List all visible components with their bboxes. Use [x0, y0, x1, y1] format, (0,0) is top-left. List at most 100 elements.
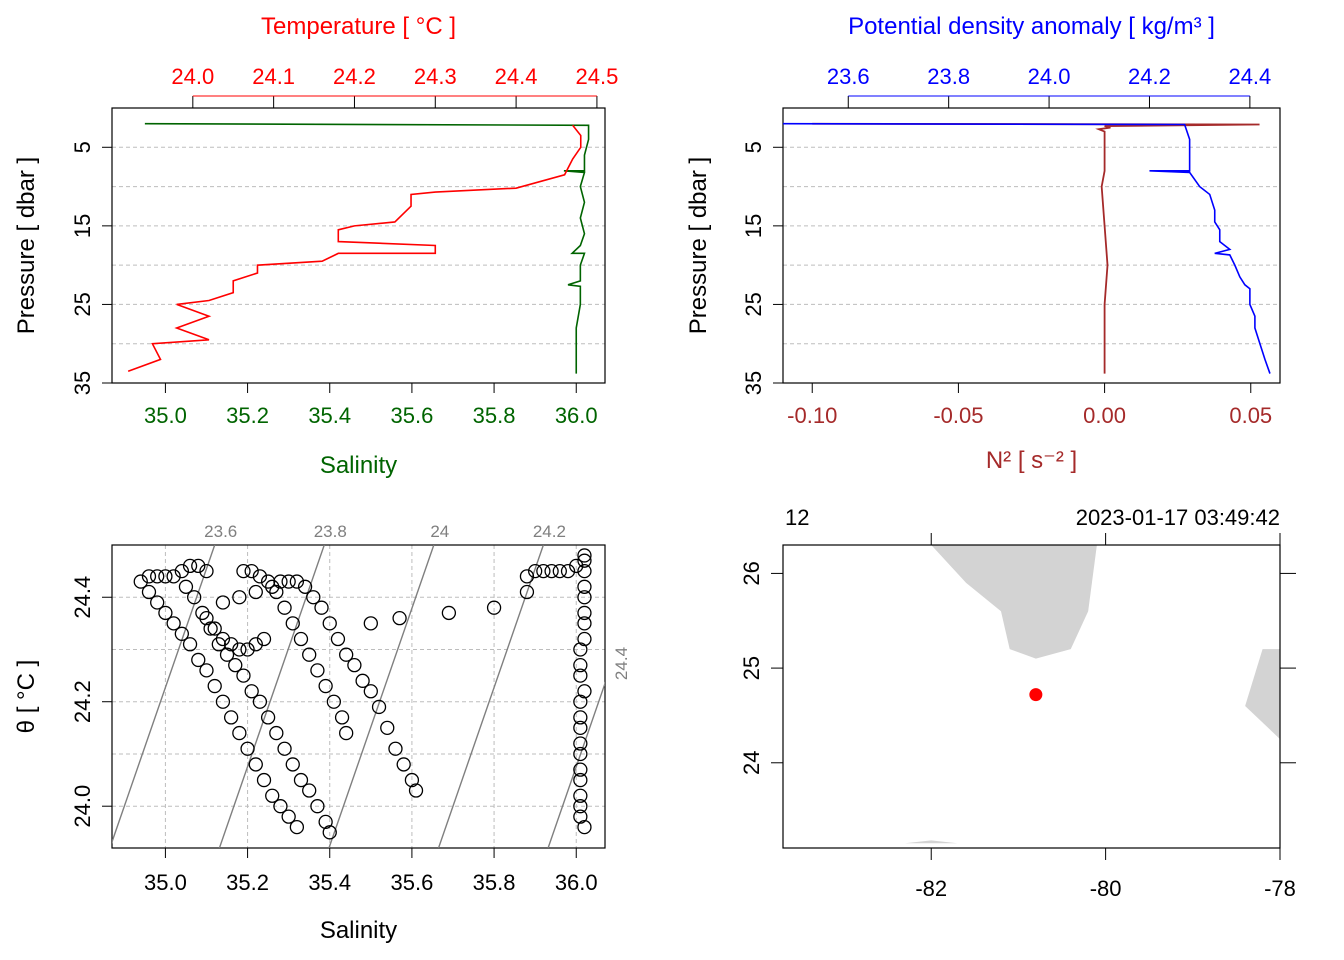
ts-point	[260, 574, 276, 589]
temperature-tick-label: 24.5	[576, 64, 619, 89]
ts-point	[260, 710, 276, 725]
ts-point	[486, 600, 502, 615]
ts-point	[573, 710, 588, 725]
ts-point	[232, 725, 247, 741]
ts-point	[195, 605, 210, 621]
isopycnal-label: 24.2	[533, 522, 566, 541]
ts-point	[573, 746, 588, 762]
ts-point	[199, 610, 214, 626]
ts-point	[577, 684, 592, 699]
pressure-tick-label: 25	[70, 292, 95, 316]
longitude-tick-label: -80	[1090, 876, 1122, 901]
ts-point	[269, 725, 284, 741]
ts-point	[211, 637, 226, 652]
ts-point	[318, 814, 333, 830]
ts-point	[256, 772, 272, 788]
ts-point	[248, 584, 263, 600]
station-number-label: 12	[785, 505, 809, 530]
ts-point	[577, 590, 592, 605]
ts-point	[150, 595, 165, 610]
temperature-line	[127, 124, 582, 372]
ts-point	[310, 663, 325, 678]
plot-frame	[782, 107, 1281, 384]
salinity-tick-label: 35.0	[144, 870, 187, 895]
ts-point	[577, 553, 592, 568]
land-polygon	[931, 545, 1097, 659]
ts-point	[573, 694, 588, 709]
ts-point	[380, 720, 395, 735]
ts-point	[277, 741, 292, 756]
salinity-tick-label: 36.0	[555, 403, 598, 428]
ts-point	[326, 694, 342, 709]
temperature-tick-label: 24.3	[414, 64, 457, 89]
ts-point	[203, 621, 218, 636]
density-tick-label: 23.8	[927, 64, 970, 89]
ts-point	[573, 762, 588, 777]
plot-frame	[111, 107, 606, 384]
temperature-tick-label: 24.2	[333, 64, 376, 89]
ts-point	[528, 563, 543, 579]
ts-point	[281, 809, 296, 824]
ts-point	[256, 631, 272, 647]
ts-point	[577, 548, 592, 563]
ts-point	[314, 600, 329, 615]
ts-point	[363, 684, 378, 699]
n2-tick-label: -0.05	[933, 403, 983, 428]
pressure-tick-label: 25	[741, 292, 766, 316]
ts-point	[215, 631, 231, 647]
ts-point	[560, 563, 576, 579]
theta-tick-label: 24.2	[70, 680, 95, 723]
ts-point	[519, 584, 535, 600]
ts-point	[240, 642, 255, 657]
ts-point	[223, 710, 239, 725]
ts-point	[158, 605, 173, 621]
station-time-label: 2023-01-17 03:49:42	[1076, 505, 1280, 530]
ts-point	[392, 610, 407, 626]
ts-point	[573, 658, 588, 673]
pressure-tick-label: 15	[70, 214, 95, 238]
ts-point	[347, 658, 362, 673]
ts-point	[339, 647, 354, 662]
isopycnal-line	[112, 545, 216, 844]
ts-point	[302, 647, 317, 662]
salinity-axis-label: Salinity	[320, 452, 397, 479]
ts-point	[232, 590, 247, 605]
ts-point	[289, 574, 305, 589]
ts-profile-panel: 24.0 24.1 24.2 24.3 24.4 24.5 Temperature [ °C…	[13, 13, 618, 479]
ts-point	[302, 783, 317, 798]
latitude-tick-label: 24	[739, 751, 764, 775]
ts-point	[285, 757, 300, 772]
ts-point	[236, 563, 251, 579]
pressure-tick-label: 15	[741, 214, 766, 238]
ts-point	[577, 631, 592, 647]
salinity-tick-label: 35.2	[226, 403, 269, 428]
ts-point	[182, 558, 198, 574]
pressure-tick-label: 35	[741, 371, 766, 395]
ts-point	[252, 569, 268, 584]
pressure-axis-label: Pressure [ dbar ]	[685, 157, 712, 334]
density-n2-profile-panel: 23.6 23.8 24.0 24.2 24.4 Potential density an…	[685, 13, 1281, 474]
ts-point	[219, 647, 235, 662]
ts-point	[577, 819, 592, 835]
salinity-tick-label: 35.2	[226, 870, 269, 895]
ts-point	[293, 631, 309, 647]
ts-point	[248, 637, 263, 652]
isopycnal-label: 23.8	[314, 522, 347, 541]
ts-point	[215, 694, 231, 709]
ts-point	[191, 558, 206, 574]
temperature-tick-label: 24.0	[171, 64, 214, 89]
ts-point	[252, 694, 268, 709]
salinity-axis-label: Salinity	[320, 917, 397, 944]
ts-point	[207, 678, 222, 694]
salinity-tick-label: 35.8	[473, 870, 516, 895]
ts-point	[133, 574, 148, 589]
ts-point	[573, 772, 588, 788]
isopycnal-line	[547, 681, 605, 848]
ts-point	[166, 616, 181, 631]
ts-point	[265, 788, 280, 803]
ts-point	[244, 563, 259, 579]
ts-point	[277, 600, 292, 615]
density-axis-label: Potential density anomaly [ kg/m³ ]	[848, 13, 1215, 40]
salinity-tick-label: 35.6	[390, 870, 433, 895]
n2-axis-label: N² [ s⁻² ]	[986, 447, 1077, 474]
